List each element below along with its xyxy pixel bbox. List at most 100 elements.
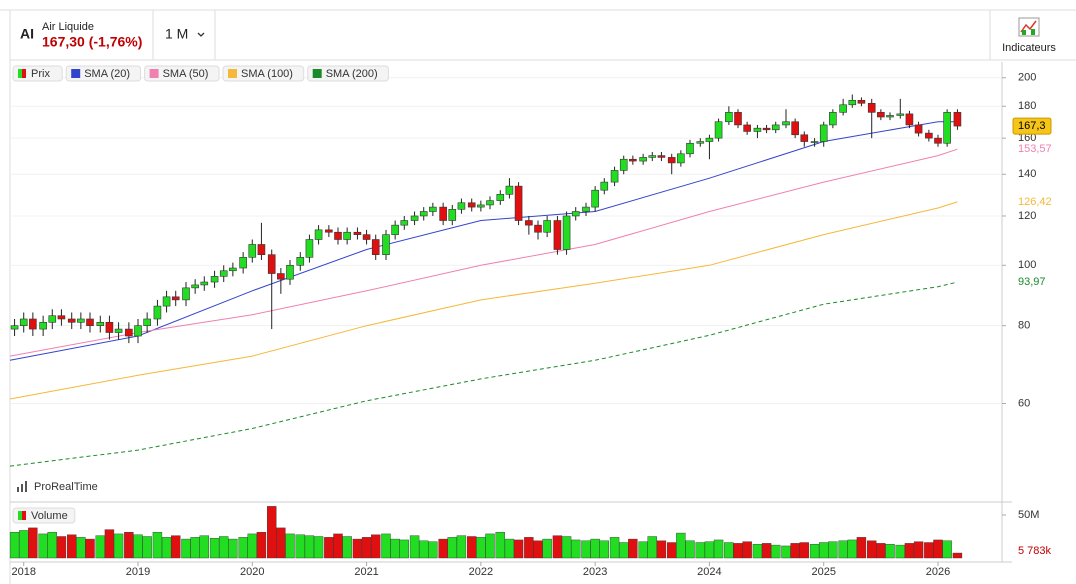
volume-bar <box>390 538 400 559</box>
candle-body <box>153 305 162 320</box>
period[interactable]: 1 M <box>165 26 188 42</box>
candle-body <box>914 124 923 134</box>
candle-body <box>934 137 942 144</box>
volume-bar <box>542 538 552 559</box>
icon-frame <box>1018 17 1040 37</box>
candle-body <box>57 315 66 320</box>
x-tick-label: 2025 <box>811 566 835 578</box>
icon-line <box>1020 20 1037 33</box>
y-tick-label: 100 <box>1018 259 1036 271</box>
candle-body <box>943 112 951 144</box>
candle-body <box>114 328 123 333</box>
candle-body <box>96 322 105 326</box>
volume-bar <box>761 543 772 559</box>
volume-bar <box>667 542 677 559</box>
candle-body <box>371 239 380 255</box>
volume-bar <box>438 538 448 559</box>
candle-body <box>400 220 409 226</box>
candle-body <box>229 267 237 272</box>
legend-label: SMA (20) <box>84 68 130 80</box>
indicators-button[interactable]: Indicateurs <box>1002 17 1056 54</box>
candle-body <box>543 220 551 233</box>
volume-bar <box>47 531 57 559</box>
candle-body <box>457 202 466 210</box>
volume-bar <box>104 529 115 559</box>
volume-bar <box>590 538 600 559</box>
volume-bar <box>513 539 524 559</box>
indicators-label[interactable]: Indicateurs <box>1002 42 1056 54</box>
candle-body <box>382 234 390 255</box>
candle-body <box>143 318 151 326</box>
volume-bar <box>809 544 820 559</box>
volume-bar <box>419 540 429 559</box>
candle-body <box>619 158 628 171</box>
legend-swatch <box>149 69 159 78</box>
volume-bar <box>847 539 857 559</box>
y-tick-label: 120 <box>1018 210 1036 222</box>
candle-body <box>267 254 276 274</box>
candle-body <box>925 132 933 139</box>
candle-body <box>571 211 580 217</box>
candle-body <box>391 224 399 235</box>
volume-bar <box>352 538 363 559</box>
chevron <box>197 32 205 37</box>
candle-body <box>429 206 437 212</box>
legend-label: SMA (100) <box>241 68 293 80</box>
volume-bar <box>304 535 315 559</box>
y-tick-label: 60 <box>1018 397 1030 409</box>
candle-body <box>725 112 733 123</box>
volume-bar <box>56 536 67 559</box>
volume-bar <box>733 543 743 559</box>
watermark: ProRealTime <box>34 481 98 493</box>
candle-body <box>39 322 47 330</box>
candle-body <box>353 231 362 235</box>
x-tick-label: 2019 <box>126 566 150 578</box>
candle-body <box>562 215 571 250</box>
volume-bar <box>85 538 95 559</box>
volume-bar <box>381 533 391 559</box>
sma-last-label: 153,57 <box>1018 143 1052 155</box>
volume-bar <box>742 541 752 559</box>
volume-bar <box>895 544 905 559</box>
candle-body <box>48 315 57 323</box>
candle-body <box>857 100 866 104</box>
volume-bar <box>399 539 409 559</box>
candle-body <box>867 102 876 113</box>
candle-body <box>753 127 762 132</box>
candle-body <box>677 153 685 164</box>
legend-item <box>144 65 220 82</box>
candle-body <box>105 322 114 333</box>
volume-bar <box>713 539 724 559</box>
icon-bar <box>1022 30 1026 35</box>
candle-body <box>905 113 914 126</box>
volume-bar <box>313 536 324 559</box>
candle-body <box>514 185 523 221</box>
candle-body <box>305 239 314 258</box>
legend-swatch <box>71 69 81 78</box>
legend-label: Volume <box>31 510 68 522</box>
volume-bar <box>561 536 572 559</box>
volume-bar <box>171 535 181 559</box>
volume-bar <box>609 537 620 559</box>
candle-body <box>771 124 780 131</box>
candle-body <box>67 318 76 323</box>
candle-body <box>829 112 837 126</box>
volume-bar <box>19 530 29 559</box>
legend-label: SMA (50) <box>163 68 209 80</box>
candle-body <box>877 112 885 118</box>
x-tick-label: 2020 <box>240 566 264 578</box>
volume-bar <box>819 542 829 559</box>
volume-bar <box>676 532 686 559</box>
volume-bar <box>856 537 867 559</box>
candle-body <box>762 127 771 131</box>
candle-body <box>534 224 542 233</box>
volume-bar <box>142 536 152 559</box>
volume-bar <box>409 535 420 559</box>
volume-bar <box>904 543 915 559</box>
volume-bar <box>267 506 277 559</box>
legend-swatch <box>228 69 237 78</box>
candle-body <box>896 113 905 116</box>
period-selector[interactable]: 1 M <box>165 26 205 42</box>
volume-bar <box>942 540 952 559</box>
candle-body <box>686 142 694 155</box>
